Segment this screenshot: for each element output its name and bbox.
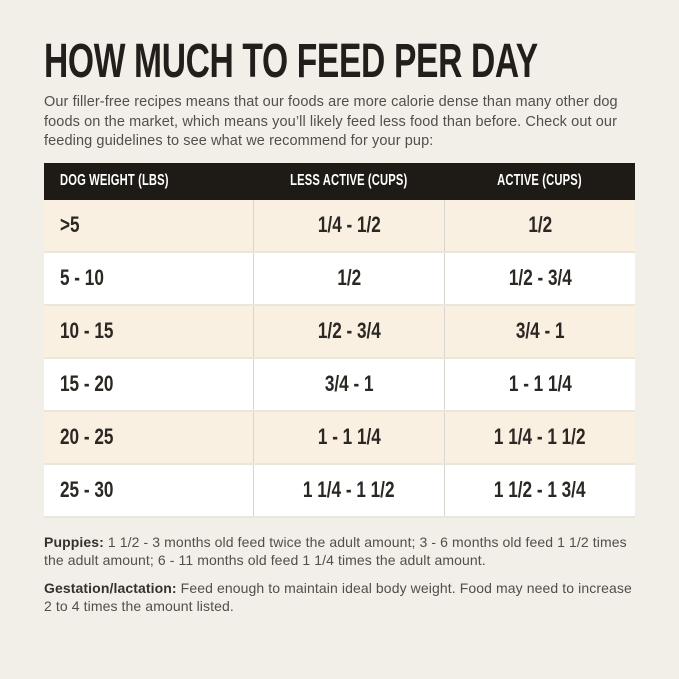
less-active-cell: 1/2 - 3/4 bbox=[253, 305, 444, 357]
less-active-cell: 1/4 - 1/2 bbox=[253, 199, 444, 251]
table-row: 15 - 20 3/4 - 1 1 - 1 1/4 bbox=[44, 358, 635, 412]
less-active-cell: 1/2 bbox=[253, 252, 444, 304]
puppies-note: Puppies: 1 1/2 - 3 months old feed twice… bbox=[44, 533, 635, 570]
gestation-note-label: Gestation/lactation: bbox=[44, 579, 177, 596]
column-header-less-active: LESS ACTIVE (CUPS) bbox=[289, 172, 408, 189]
less-active-cell: 3/4 - 1 bbox=[253, 358, 444, 410]
table-row: 20 - 25 1 - 1 1/4 1 1/4 - 1 1/2 bbox=[44, 411, 635, 465]
table-row: 5 - 10 1/2 1/2 - 3/4 bbox=[44, 252, 635, 306]
less-active-cell: 1 - 1 1/4 bbox=[253, 411, 444, 463]
feeding-table: DOG WEIGHT (LBS) LESS ACTIVE (CUPS) ACTI… bbox=[44, 162, 635, 518]
weight-cell: >5 bbox=[60, 212, 80, 237]
weight-cell: 15 - 20 bbox=[60, 371, 114, 396]
table-header-row: DOG WEIGHT (LBS) LESS ACTIVE (CUPS) ACTI… bbox=[44, 162, 635, 200]
table-row: 25 - 30 1 1/4 - 1 1/2 1 1/2 - 1 3/4 bbox=[44, 464, 635, 518]
active-cell: 1 - 1 1/4 bbox=[444, 358, 635, 410]
weight-cell: 10 - 15 bbox=[60, 318, 114, 343]
content-area: HOW MUCH TO FEED PER DAY Our filler-free… bbox=[44, 0, 635, 616]
weight-cell: 5 - 10 bbox=[60, 265, 104, 290]
footnotes: Puppies: 1 1/2 - 3 months old feed twice… bbox=[44, 533, 635, 616]
page-title-text: HOW MUCH TO FEED PER DAY bbox=[44, 35, 538, 88]
gestation-note-text: Feed enough to maintain ideal body weigh… bbox=[44, 579, 632, 615]
table-row: >5 1/4 - 1/2 1/2 bbox=[44, 199, 635, 253]
puppies-note-text: 1 1/2 - 3 months old feed twice the adul… bbox=[44, 533, 627, 569]
active-cell: 1/2 - 3/4 bbox=[444, 252, 635, 304]
less-active-cell: 1 1/4 - 1 1/2 bbox=[253, 464, 444, 516]
active-cell: 1 1/2 - 1 3/4 bbox=[444, 464, 635, 516]
active-cell: 3/4 - 1 bbox=[444, 305, 635, 357]
puppies-note-label: Puppies: bbox=[44, 533, 104, 550]
active-cell: 1/2 bbox=[444, 199, 635, 251]
gestation-note: Gestation/lactation: Feed enough to main… bbox=[44, 579, 635, 616]
weight-cell: 25 - 30 bbox=[60, 477, 114, 502]
page-title: HOW MUCH TO FEED PER DAY bbox=[44, 38, 635, 86]
intro-text: Our filler-free recipes means that our f… bbox=[44, 94, 618, 149]
table-row: 10 - 15 1/2 - 3/4 3/4 - 1 bbox=[44, 305, 635, 359]
weight-cell: 20 - 25 bbox=[60, 424, 114, 449]
column-header-active: ACTIVE (CUPS) bbox=[497, 172, 582, 189]
active-cell: 1 1/4 - 1 1/2 bbox=[444, 411, 635, 463]
column-header-dog-weight: DOG WEIGHT (LBS) bbox=[60, 172, 169, 189]
